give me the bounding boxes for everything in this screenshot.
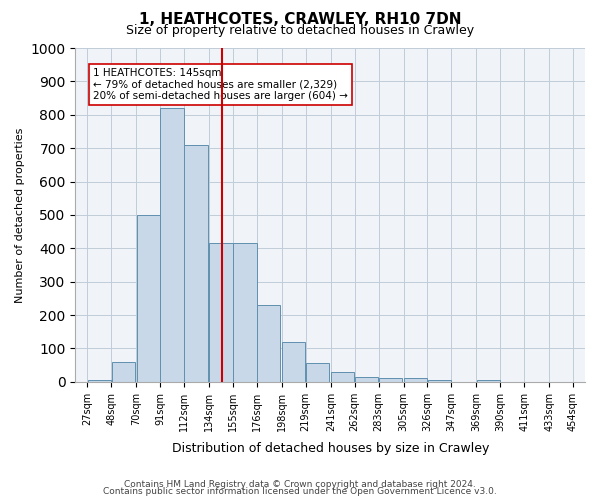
Bar xyxy=(355,377,378,382)
Bar xyxy=(112,362,135,382)
Y-axis label: Number of detached properties: Number of detached properties xyxy=(15,127,25,302)
X-axis label: Distribution of detached houses by size in Crawley: Distribution of detached houses by size … xyxy=(172,442,489,455)
Text: Contains HM Land Registry data © Crown copyright and database right 2024.: Contains HM Land Registry data © Crown c… xyxy=(124,480,476,489)
Bar xyxy=(476,380,500,382)
Bar xyxy=(160,108,184,382)
Bar xyxy=(282,342,305,382)
Bar xyxy=(306,364,329,382)
Text: Contains public sector information licensed under the Open Government Licence v3: Contains public sector information licen… xyxy=(103,487,497,496)
Text: 1, HEATHCOTES, CRAWLEY, RH10 7DN: 1, HEATHCOTES, CRAWLEY, RH10 7DN xyxy=(139,12,461,28)
Bar xyxy=(88,380,111,382)
Text: Size of property relative to detached houses in Crawley: Size of property relative to detached ho… xyxy=(126,24,474,37)
Bar xyxy=(257,305,280,382)
Bar xyxy=(379,378,402,382)
Bar xyxy=(137,215,160,382)
Bar xyxy=(233,244,257,382)
Bar xyxy=(404,378,427,382)
Bar xyxy=(184,145,208,382)
Bar xyxy=(331,372,355,382)
Text: 1 HEATHCOTES: 145sqm
← 79% of detached houses are smaller (2,329)
20% of semi-de: 1 HEATHCOTES: 145sqm ← 79% of detached h… xyxy=(93,68,348,101)
Bar xyxy=(209,244,233,382)
Bar xyxy=(428,380,451,382)
